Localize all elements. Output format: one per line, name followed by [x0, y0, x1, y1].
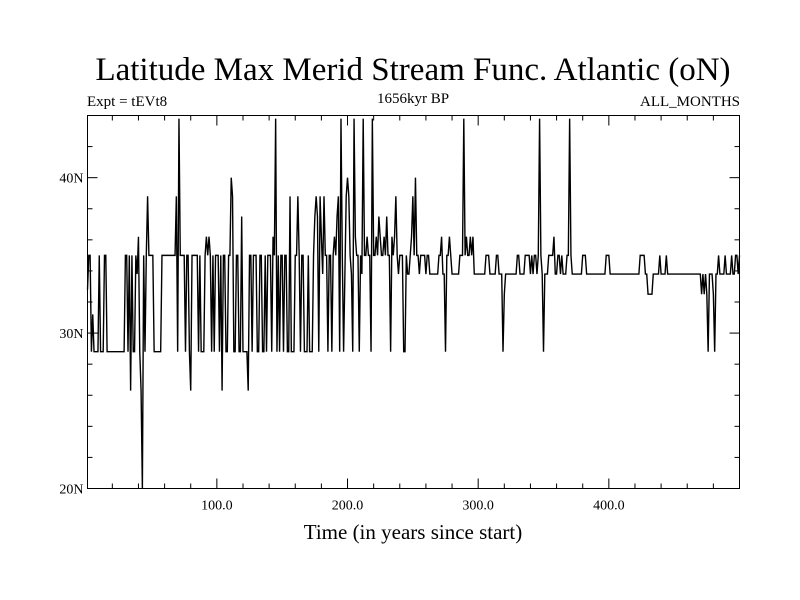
x-tick-label: 200.0: [332, 499, 364, 514]
x-axis-label: Time (in years since start): [304, 520, 523, 544]
y-tick-label: 40N: [59, 172, 83, 187]
plot-frame: [87, 115, 740, 489]
x-tick-label: 400.0: [593, 499, 625, 514]
data-series-line: [86, 118, 741, 489]
tick-labels: 100.0 200.0 300.0 400.0 20N 30N 40N: [59, 172, 624, 514]
y-tick-label: 20N: [59, 483, 83, 498]
chart-title: Latitude Max Merid Stream Func. Atlantic…: [95, 52, 730, 88]
x-tick-label: 300.0: [462, 499, 494, 514]
months-label: ALL_MONTHS: [640, 94, 740, 110]
x-tick-label: 100.0: [201, 499, 233, 514]
period-label: 1656kyr BP: [377, 91, 449, 107]
y-tick-label: 30N: [59, 327, 83, 342]
experiment-label: Expt = tEVt8: [87, 94, 167, 110]
